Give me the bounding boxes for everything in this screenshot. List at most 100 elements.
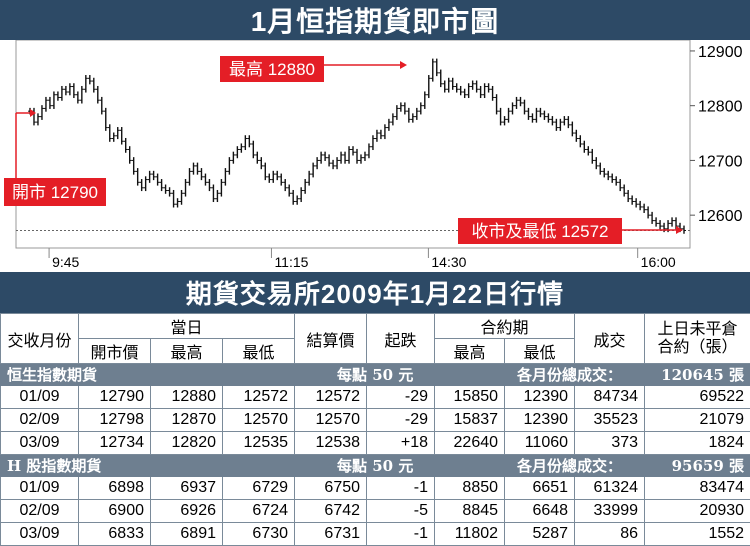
table-cell: 6833 <box>79 523 151 546</box>
col-settle: 結算價 <box>295 314 367 364</box>
col-oi-label: 上日未平倉合約（張） <box>658 321 738 356</box>
table-cell: 6730 <box>223 523 295 546</box>
table-cell: 1824 <box>645 432 750 455</box>
table-cell: 8850 <box>435 477 505 500</box>
chart-title: 1月恒指期貨即市圖 <box>0 0 750 40</box>
table-cell: 35523 <box>575 409 645 432</box>
group-content: 恒生指數期貨每點 50 元各月份總成交：120645 張 <box>7 364 744 385</box>
table-cell: -1 <box>367 523 435 546</box>
table-cell: -1 <box>367 477 435 500</box>
table-cell: 12572 <box>295 386 367 409</box>
group-cell: H 股指數期貨每點 50 元各月份總成交：95659 張 <box>1 455 750 477</box>
group-total-label: 各月份總成交： <box>517 364 622 385</box>
table-cell: 20930 <box>645 500 750 523</box>
header-row-1: 交收月份 當日 結算價 起跌 合約期 成交 上日未平倉合約（張） <box>1 314 750 339</box>
high-label: 最高 12880 <box>229 60 315 79</box>
col-contract-low: 最低 <box>505 339 575 364</box>
table-cell: 84734 <box>575 386 645 409</box>
table-cell: 11802 <box>435 523 505 546</box>
table-cell: 11060 <box>505 432 575 455</box>
table-cell: 6750 <box>295 477 367 500</box>
table-cell: 373 <box>575 432 645 455</box>
group-name: H 股指數期貨 <box>7 455 337 476</box>
y-tick-label: 12900 <box>698 44 743 61</box>
y-tick-label: 12600 <box>698 208 743 225</box>
table-cell: -29 <box>367 409 435 432</box>
table-cell: 12570 <box>223 409 295 432</box>
col-high: 最高 <box>151 339 223 364</box>
group-total-value: 120645 張 <box>661 364 744 385</box>
table-cell: 12870 <box>151 409 223 432</box>
table-cell: 03/09 <box>1 432 79 455</box>
table-cell: 15850 <box>435 386 505 409</box>
table-cell: 01/09 <box>1 386 79 409</box>
group-per-point: 每點 50 元 <box>337 455 517 476</box>
table-cell: 6891 <box>151 523 223 546</box>
table-cell: 02/09 <box>1 409 79 432</box>
table-cell: 86 <box>575 523 645 546</box>
table-cell: 12535 <box>223 432 295 455</box>
col-contract: 合約期 <box>435 314 575 339</box>
col-open: 開市價 <box>79 339 151 364</box>
table-cell: 01/09 <box>1 477 79 500</box>
x-tick-label: 9:45 <box>52 254 79 270</box>
group-name: 恒生指數期貨 <box>7 364 337 385</box>
table-cell: 12820 <box>151 432 223 455</box>
group-total: 各月份總成交：95659 張 <box>517 455 744 476</box>
table-cell: 6898 <box>79 477 151 500</box>
table-cell: 12734 <box>79 432 151 455</box>
table-cell: 6937 <box>151 477 223 500</box>
col-day: 當日 <box>79 314 295 339</box>
plot-frame <box>16 40 690 248</box>
table-cell: 12572 <box>223 386 295 409</box>
table-cell: 21079 <box>645 409 750 432</box>
col-oi: 上日未平倉合約（張） <box>645 314 750 364</box>
table-cell: 12390 <box>505 386 575 409</box>
table-cell: 5287 <box>505 523 575 546</box>
table-cell: 22640 <box>435 432 505 455</box>
table-cell: 12880 <box>151 386 223 409</box>
table-cell: +18 <box>367 432 435 455</box>
table-cell: 6648 <box>505 500 575 523</box>
x-tick-label: 14:30 <box>431 254 466 270</box>
table-cell: 1552 <box>645 523 750 546</box>
group-row: H 股指數期貨每點 50 元各月份總成交：95659 張 <box>1 455 750 477</box>
table-cell: 02/09 <box>1 500 79 523</box>
table-cell: 12790 <box>79 386 151 409</box>
y-tick-label: 12700 <box>698 153 743 170</box>
table-cell: 03/09 <box>1 523 79 546</box>
table-cell: 12570 <box>295 409 367 432</box>
table-cell: 6651 <box>505 477 575 500</box>
table-cell: 33999 <box>575 500 645 523</box>
table-cell: -29 <box>367 386 435 409</box>
table-title: 期貨交易所2009年1月22日行情 <box>0 272 750 312</box>
group-cell: 恒生指數期貨每點 50 元各月份總成交：120645 張 <box>1 364 750 386</box>
col-change: 起跌 <box>367 314 435 364</box>
table-cell: -5 <box>367 500 435 523</box>
table-cell: 12390 <box>505 409 575 432</box>
x-tick-label: 16:00 <box>641 254 676 270</box>
table-cell: 6731 <box>295 523 367 546</box>
table-cell: 6926 <box>151 500 223 523</box>
x-tick-label: 11:15 <box>274 254 308 270</box>
group-content: H 股指數期貨每點 50 元各月份總成交：95659 張 <box>7 455 744 476</box>
group-total-label: 各月份總成交： <box>517 455 622 476</box>
col-low: 最低 <box>223 339 295 364</box>
col-month: 交收月份 <box>1 314 79 364</box>
table-cell: 8845 <box>435 500 505 523</box>
col-contract-high: 最高 <box>435 339 505 364</box>
table-cell: 15837 <box>435 409 505 432</box>
group-row: 恒生指數期貨每點 50 元各月份總成交：120645 張 <box>1 364 750 386</box>
open-label: 開市 12790 <box>12 183 98 202</box>
table-cell: 6729 <box>223 477 295 500</box>
table-cell: 6742 <box>295 500 367 523</box>
market-table: 交收月份 當日 結算價 起跌 合約期 成交 上日未平倉合約（張） 開市價 最高 … <box>0 313 750 546</box>
